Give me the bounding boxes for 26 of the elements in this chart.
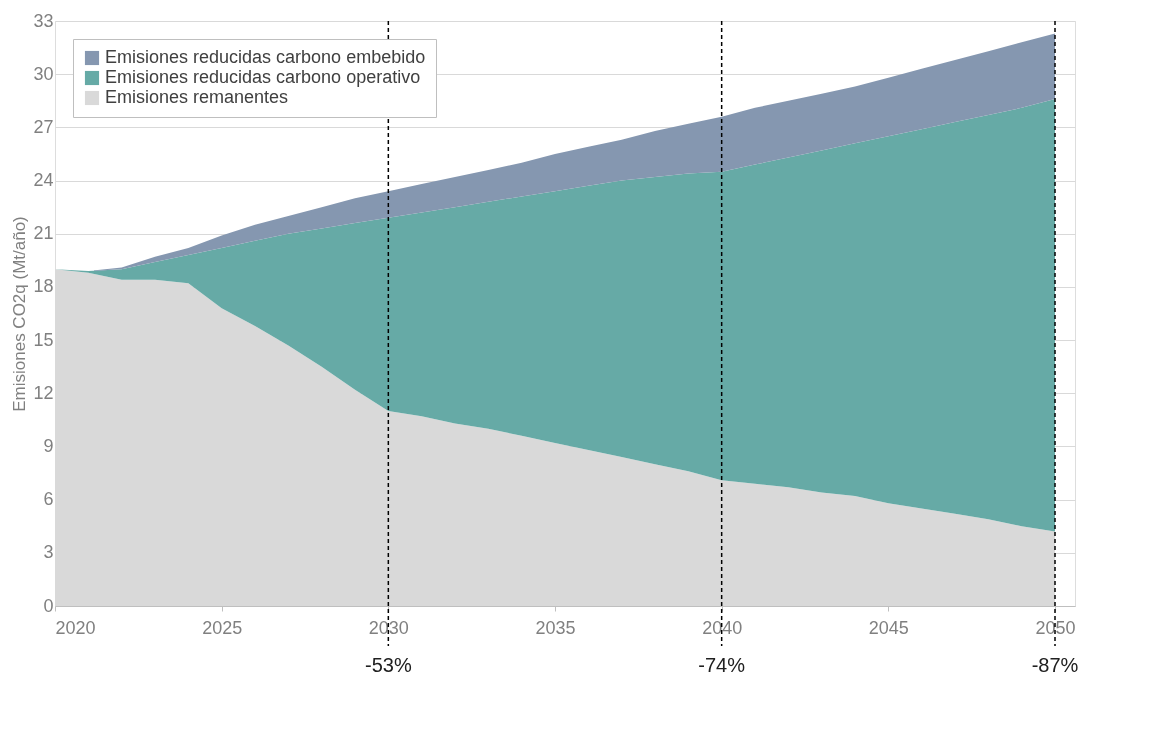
legend-label: Emisiones reducidas carbono operativo bbox=[105, 67, 421, 87]
legend-label: Emisiones remanentes bbox=[105, 87, 289, 107]
y-tick-label: 9 bbox=[43, 435, 54, 456]
x-tick-label: 2040 bbox=[702, 617, 743, 638]
y-axis-title: Emisiones CO2q (Mt/año) bbox=[10, 216, 30, 412]
x-tick-label: 2045 bbox=[868, 617, 909, 638]
x-tick-label: 2030 bbox=[368, 617, 409, 638]
legend-label: Emisiones reducidas carbono embebido bbox=[105, 47, 426, 67]
y-tick-label: 33 bbox=[33, 10, 54, 31]
y-tick-label: 21 bbox=[33, 223, 54, 244]
x-tick-label: 2035 bbox=[535, 617, 576, 638]
x-tick-label: 2020 bbox=[55, 617, 96, 638]
y-tick-label: 24 bbox=[33, 170, 54, 191]
y-tick-label: 18 bbox=[33, 276, 54, 297]
y-tick-label: 12 bbox=[33, 382, 54, 403]
y-tick-label: 6 bbox=[43, 489, 54, 510]
text: -87% bbox=[1031, 654, 1079, 676]
text: -53% bbox=[364, 654, 412, 676]
text: -74% bbox=[698, 654, 746, 676]
x-tick-label: 2025 bbox=[202, 617, 243, 638]
y-tick-label: 0 bbox=[43, 595, 54, 616]
x-tick-label: 2050 bbox=[1035, 617, 1076, 638]
y-tick-label: 15 bbox=[33, 329, 54, 350]
y-tick-label: 27 bbox=[33, 116, 54, 137]
y-tick-label: 3 bbox=[43, 542, 54, 563]
y-tick-label: 30 bbox=[33, 63, 54, 84]
